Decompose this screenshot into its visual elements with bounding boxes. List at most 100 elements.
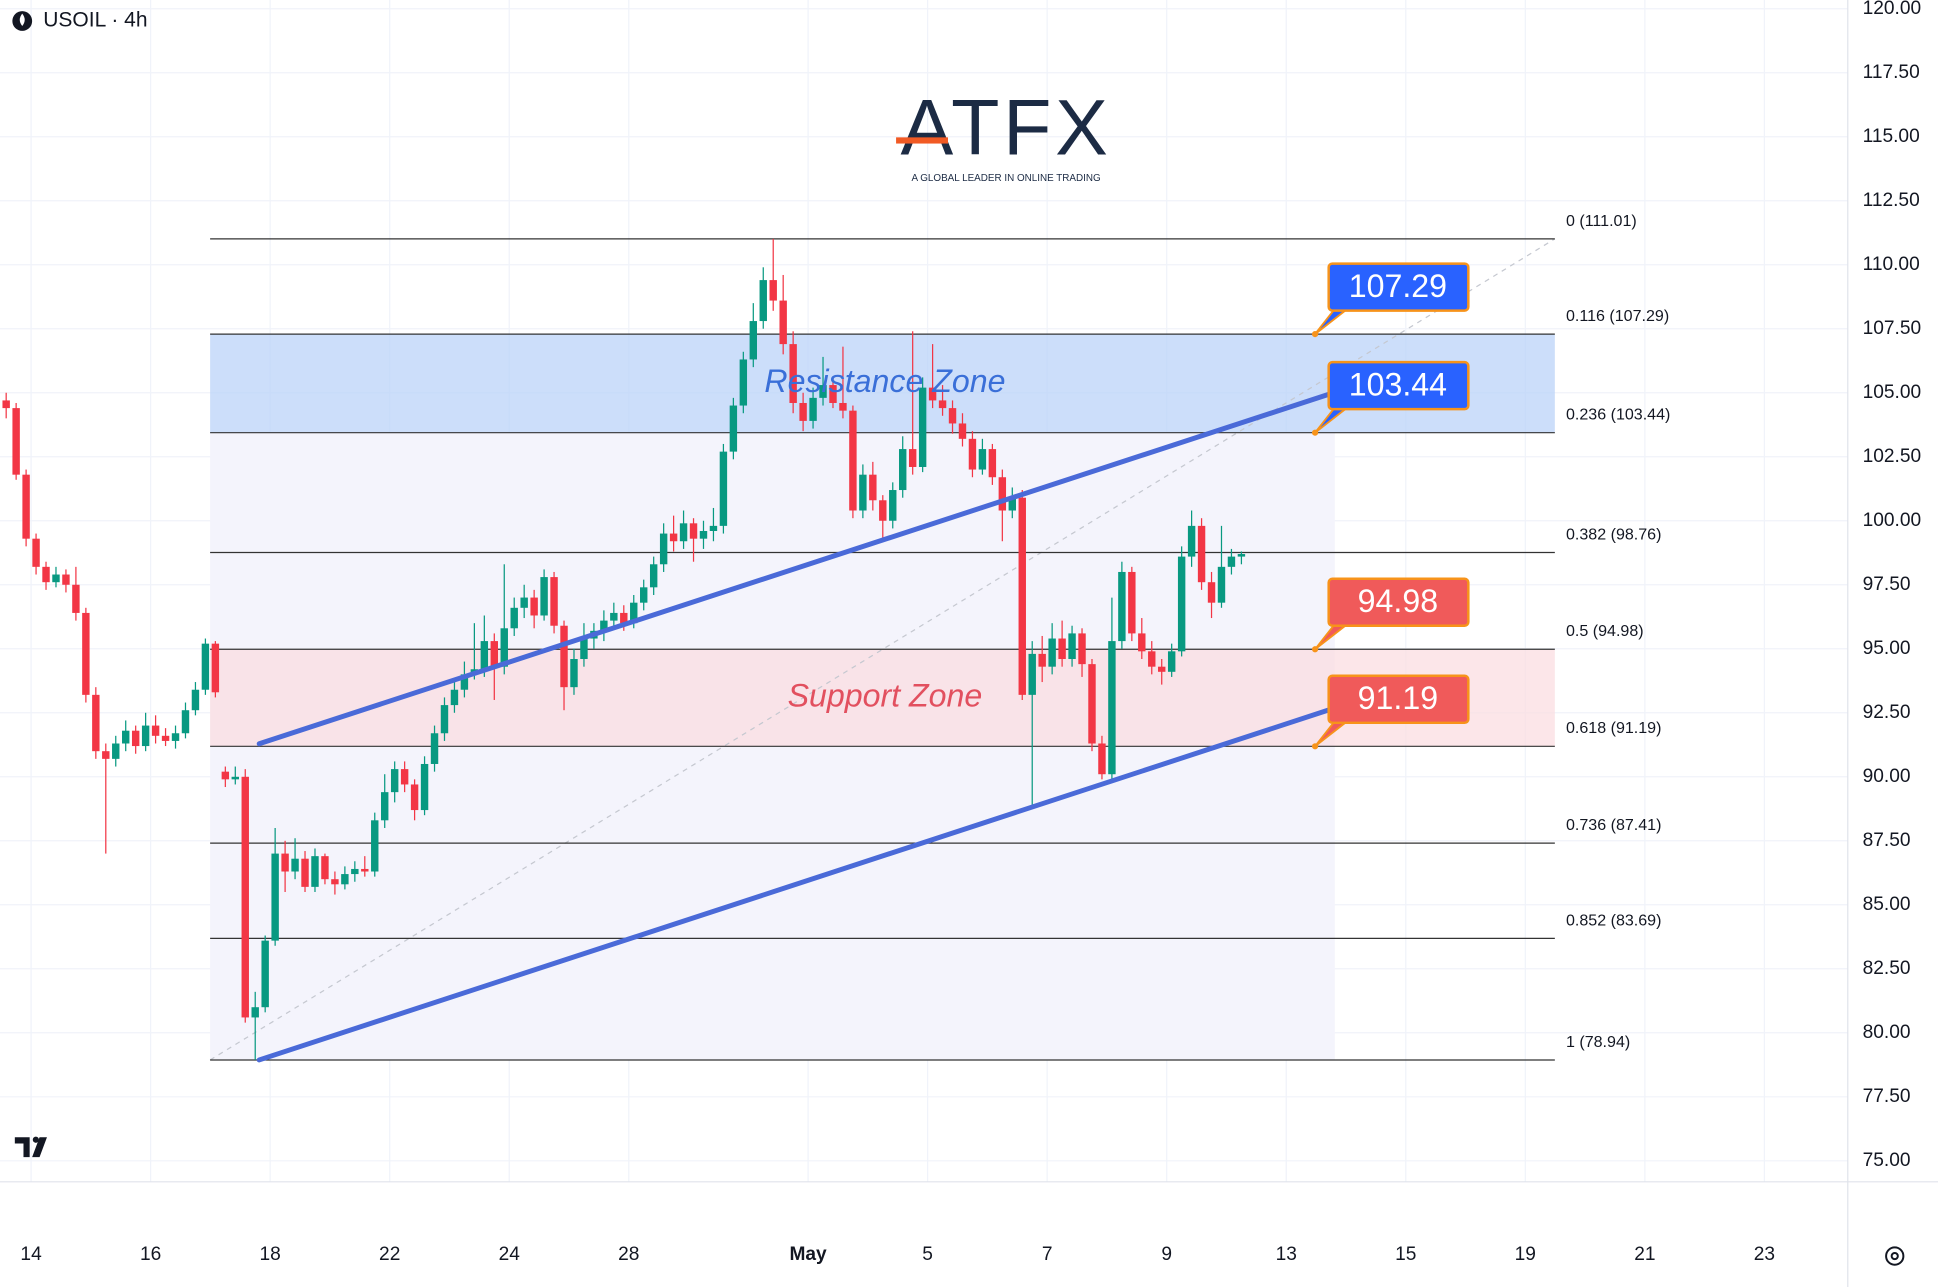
candle-body — [510, 607, 518, 629]
x-tick-label: 22 — [379, 1244, 400, 1265]
candle-body — [580, 638, 588, 660]
candle-body — [1028, 653, 1036, 695]
candle-body — [1068, 633, 1076, 660]
logo-stripe — [896, 137, 948, 144]
callout-anchor — [1311, 331, 1319, 338]
candle-body — [1227, 556, 1236, 567]
annotations: Resistance Zone Support Zone 0 (111.01) 0.1… — [256, 212, 1670, 1063]
callout-label: 91.19 — [1358, 680, 1438, 716]
candle-body — [640, 587, 648, 603]
candle-body — [440, 705, 449, 734]
candle-body — [450, 689, 459, 706]
trend-line — [256, 705, 1338, 1063]
candle-body — [789, 344, 797, 403]
callout-box — [1327, 262, 1470, 312]
candle-body — [520, 597, 528, 608]
candle-body — [371, 820, 379, 872]
tradingview-logo — [14, 1136, 47, 1158]
candle-body — [1207, 582, 1216, 603]
y-tick-label: 102.50 — [1863, 446, 1922, 467]
candle-body — [251, 1007, 259, 1018]
y-tick-label: 105.00 — [1863, 382, 1922, 403]
candle-body — [530, 597, 538, 616]
candle-body — [201, 643, 210, 690]
trend-line — [256, 389, 1338, 747]
x-tick-label: 5 — [922, 1244, 933, 1265]
symbol-title[interactable]: USOIL · 4h — [43, 9, 147, 32]
candle-body — [1177, 556, 1186, 652]
candle-body — [131, 730, 140, 747]
logo-name: ATFX — [901, 83, 1112, 172]
candle-body — [899, 449, 907, 491]
y-tick-label: 90.00 — [1863, 766, 1911, 787]
candle-body — [1078, 633, 1086, 665]
candle-body — [839, 402, 847, 411]
candle-body — [400, 769, 409, 785]
candle-body — [141, 725, 150, 747]
candle-body — [361, 868, 369, 872]
candle-body — [560, 625, 568, 688]
candle-body — [1038, 653, 1046, 667]
candle-body — [659, 533, 668, 565]
candle-body — [291, 858, 299, 872]
callout-label: 103.44 — [1349, 366, 1447, 402]
candle-body — [1098, 743, 1106, 775]
y-tick-label: 117.50 — [1863, 62, 1920, 83]
x-tick-label: 14 — [20, 1244, 42, 1265]
fib-label: 0 (111.01) — [1566, 212, 1637, 230]
fib-label: 0.382 (98.76) — [1566, 525, 1662, 543]
overlays — [209, 238, 1556, 1061]
settings-icon[interactable] — [1885, 1246, 1905, 1266]
candle-body — [1048, 638, 1056, 667]
symbol-drop — [19, 13, 25, 26]
candle-body — [978, 449, 987, 470]
candle-body — [122, 730, 130, 744]
candle-body — [221, 771, 230, 780]
candle-body — [948, 408, 957, 424]
x-tick-label: 7 — [1042, 1244, 1053, 1265]
y-tick-label: 115.00 — [1863, 126, 1920, 147]
candle-body — [410, 784, 419, 811]
candle-body — [889, 490, 897, 521]
candle-body — [12, 408, 20, 475]
candle-body — [729, 405, 738, 452]
candle-body — [699, 530, 708, 539]
zone-label: Resistance Zone — [764, 363, 1005, 399]
candle-body — [620, 612, 628, 624]
candle-body — [928, 387, 937, 401]
y-tick-label: 85.00 — [1863, 894, 1911, 915]
candle-body — [231, 776, 240, 780]
callout-anchor — [1311, 429, 1319, 436]
candle-body — [341, 874, 349, 885]
candle-body — [1118, 571, 1126, 642]
candle-body — [271, 853, 279, 941]
y-tick-label: 110.00 — [1863, 254, 1920, 275]
candle-body — [819, 385, 827, 398]
candle-body — [72, 584, 80, 613]
fib-label: 0.236 (103.44) — [1566, 406, 1670, 424]
logo-tagline: A GLOBAL LEADER IN ONLINE TRADING — [911, 173, 1100, 184]
candle-body — [32, 538, 40, 567]
x-tick-label: 16 — [140, 1244, 161, 1265]
candle-body — [669, 533, 678, 542]
fib-label: 0.116 (107.29) — [1566, 307, 1669, 325]
fib-label: 0.736 (87.41) — [1566, 816, 1662, 834]
candle-body — [739, 359, 748, 406]
candle-body — [420, 763, 429, 811]
fib-label: 0.5 (94.98) — [1566, 622, 1644, 640]
candle-body — [1018, 497, 1026, 695]
candle-body — [1167, 651, 1176, 672]
candle-body — [1187, 525, 1196, 557]
candle-body — [550, 577, 558, 626]
candle-body — [390, 769, 399, 793]
callout-anchor — [1311, 646, 1319, 653]
y-tick-label: 97.50 — [1863, 574, 1911, 595]
candle-body — [570, 659, 578, 688]
candle-body — [1217, 566, 1226, 603]
candle-body — [908, 449, 917, 467]
candle-body — [22, 474, 30, 539]
y-tick-label: 112.50 — [1863, 190, 1920, 211]
candle-body — [749, 321, 758, 360]
